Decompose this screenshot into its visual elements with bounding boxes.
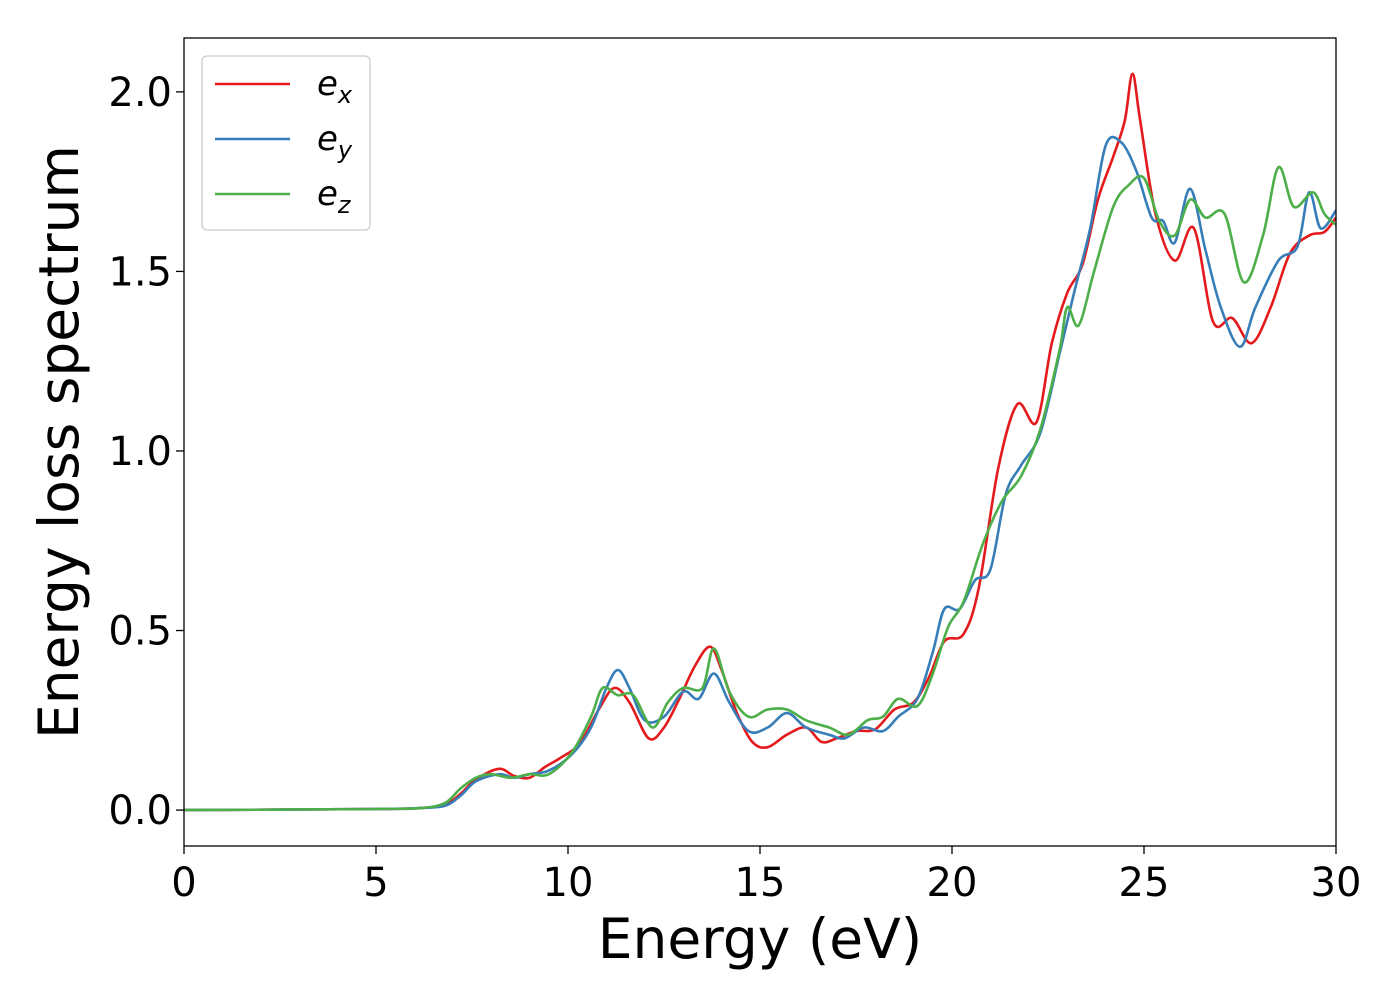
x-tick-label: 20	[927, 860, 978, 906]
x-axis: 0 5 10 15 20 25 30	[171, 846, 1361, 906]
y-tick-label: 0.0	[108, 788, 172, 834]
series-layer	[183, 72, 1338, 812]
x-axis-label: Energy (eV)	[598, 907, 922, 971]
y-tick-label: 0.5	[108, 609, 172, 655]
y-axis-label: Energy loss spectrum	[27, 145, 91, 739]
plot-area	[184, 38, 1336, 846]
x-tick-label: 10	[543, 860, 594, 906]
x-tick-label: 5	[363, 860, 388, 906]
x-tick-label: 15	[735, 860, 786, 906]
x-tick-label: 0	[171, 860, 196, 906]
y-tick-label: 1.0	[108, 429, 172, 475]
x-tick-label: 25	[1119, 860, 1170, 906]
y-tick-label: 1.5	[108, 249, 172, 295]
legend-box	[201, 55, 371, 231]
y-tick-label: 2.0	[108, 70, 172, 116]
y-axis: 0.0 0.5 1.0 1.5 2.0	[108, 70, 184, 834]
x-tick-label: 30	[1311, 860, 1362, 906]
series-line-e-z	[183, 165, 1337, 812]
